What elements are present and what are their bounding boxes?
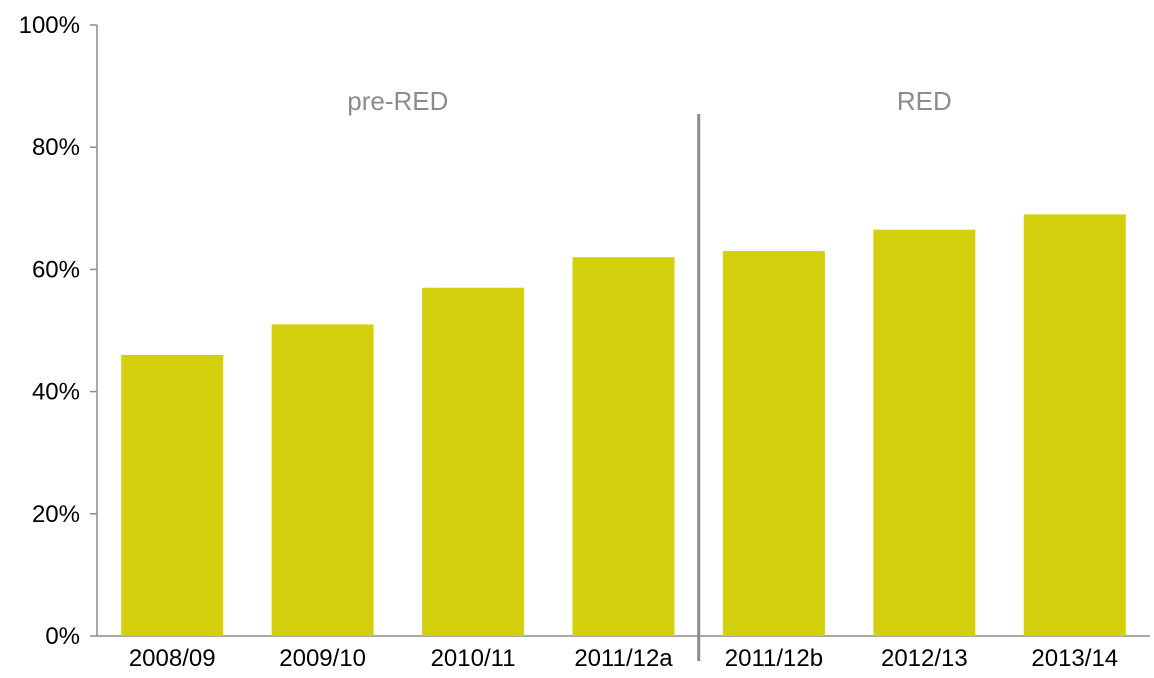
- bar: [1023, 214, 1126, 636]
- x-tick-label: 2012/13: [881, 645, 968, 672]
- y-tick-label: 100%: [19, 12, 80, 39]
- y-tick-label: 20%: [32, 501, 80, 528]
- x-axis: 2008/09 2009/10 2010/11 2011/12a 2011/12b 201…: [97, 635, 1150, 672]
- y-tick-label: 40%: [32, 379, 80, 406]
- bar: [121, 354, 224, 636]
- bar: [422, 287, 525, 636]
- x-tick-label: 2009/10: [279, 645, 366, 672]
- bar: [722, 251, 825, 636]
- x-tick-label: 2011/12b: [725, 645, 823, 672]
- y-tick-label: 0%: [45, 623, 80, 650]
- y-axis: 0% 20% 40% 60% 80% 100%: [19, 12, 98, 650]
- bars: [121, 214, 1126, 636]
- x-tick-label: 2010/11: [431, 645, 516, 672]
- bar: [572, 257, 675, 636]
- region-label: pre-RED: [347, 86, 448, 116]
- y-tick-label: 80%: [32, 134, 80, 161]
- x-tick-label: 2011/12a: [574, 645, 673, 672]
- x-tick-label: 2008/09: [129, 645, 216, 672]
- region-label: RED: [897, 86, 952, 116]
- y-tick-label: 60%: [32, 256, 80, 283]
- bar: [271, 324, 374, 636]
- regions: pre-RED RED: [347, 86, 952, 661]
- x-tick-label: 2013/14: [1031, 645, 1118, 672]
- bar: [873, 229, 976, 636]
